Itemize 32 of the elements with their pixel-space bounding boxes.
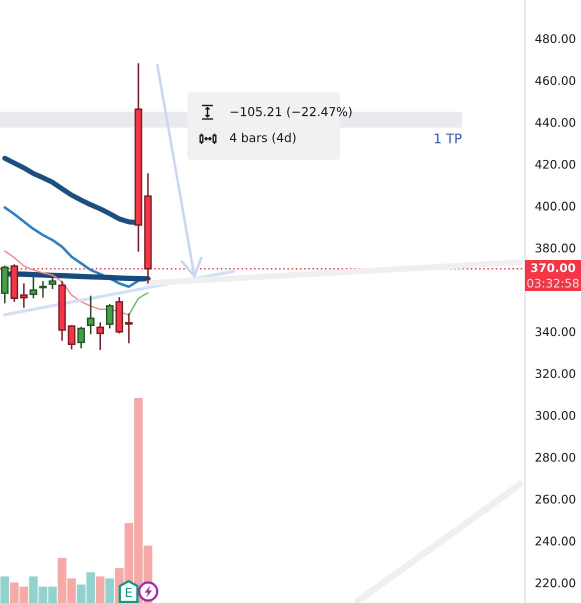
text: 03:32:58 <box>527 278 579 288</box>
candlestick <box>20 282 28 308</box>
candlestick <box>125 312 133 344</box>
candlestick <box>77 326 85 350</box>
y-tick-label: 320.00 <box>536 369 576 378</box>
y-tick-label: 460.00 <box>535 76 576 86</box>
candlestick <box>86 294 94 336</box>
y-tick-label: 480.00 <box>535 34 576 44</box>
ref-line-label: 370.00 <box>531 263 576 272</box>
y-tick-label: 220.00 <box>536 578 576 588</box>
y-tick-label: 300.00 <box>536 410 576 420</box>
y-tick-label: 380.00 <box>536 244 576 252</box>
y-tick-label: 340.00 <box>536 327 576 336</box>
y-tick-label: 400.00 <box>535 202 576 211</box>
y-tick-label: 420.00 <box>535 160 576 169</box>
y-tick-label: 240.00 <box>536 536 576 546</box>
y-tick-label: 260.00 <box>536 494 576 504</box>
bar <box>96 576 105 603</box>
candlestick <box>68 324 76 350</box>
annotation: 4 bars (4d) <box>230 132 296 144</box>
bar <box>0 576 10 603</box>
y-tick-label: 280.00 <box>536 452 576 462</box>
candlestick <box>106 303 114 330</box>
candlestick <box>96 322 104 351</box>
y-tick-label: 440.00 <box>535 118 576 127</box>
candlestick <box>30 274 38 300</box>
annotation: −105.21 (−22.47%) <box>230 106 352 118</box>
bar <box>105 578 114 603</box>
band-label: 1 TP <box>434 134 462 144</box>
candlestick <box>48 276 56 290</box>
candlestick <box>39 280 47 298</box>
annotation: E <box>126 588 132 597</box>
